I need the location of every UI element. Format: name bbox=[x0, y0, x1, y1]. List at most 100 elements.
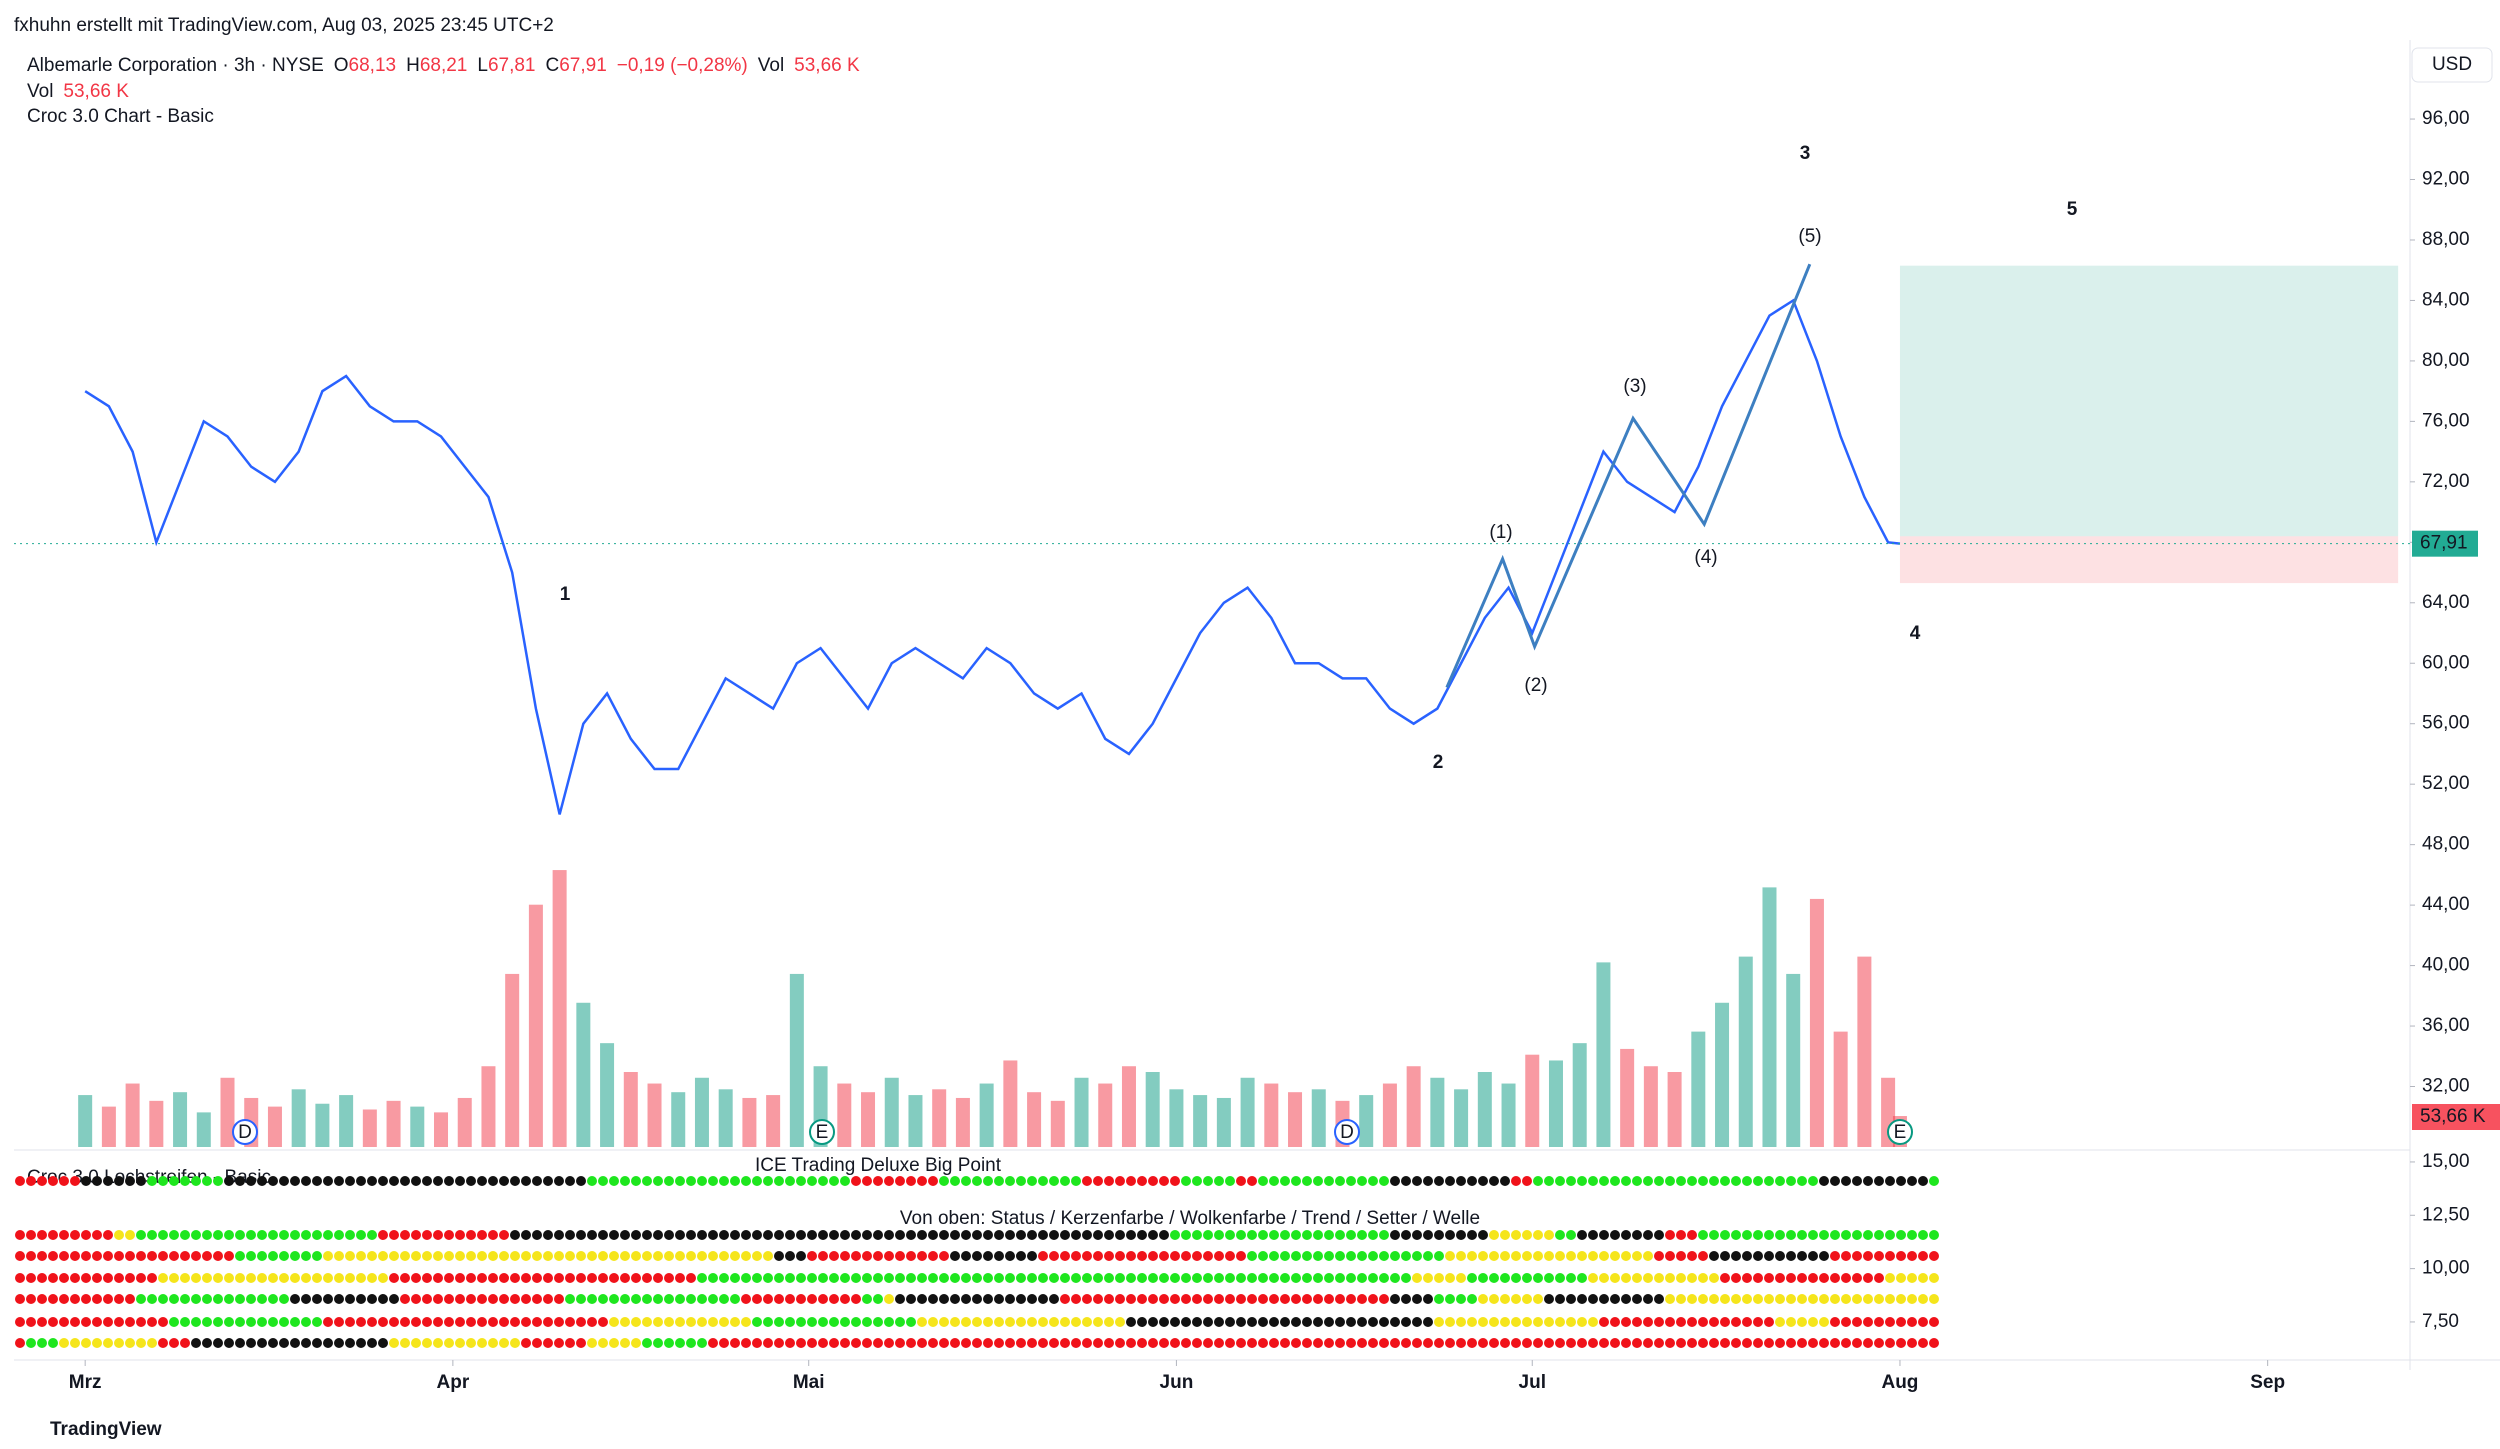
indicator-dot bbox=[1698, 1338, 1708, 1348]
indicator-dot bbox=[345, 1338, 355, 1348]
indicator-dot bbox=[1346, 1251, 1356, 1261]
indicator-dot bbox=[565, 1251, 575, 1261]
indicator-dot bbox=[763, 1273, 773, 1283]
currency[interactable]: USD bbox=[2432, 54, 2472, 75]
indicator-dot bbox=[169, 1273, 179, 1283]
wave-label: (4) bbox=[1694, 547, 1717, 568]
indicator-dot bbox=[1181, 1338, 1191, 1348]
indicator-dot bbox=[1214, 1317, 1224, 1327]
indicator-dot bbox=[400, 1230, 410, 1240]
indicator-dot bbox=[1280, 1338, 1290, 1348]
indicator-dot bbox=[1720, 1176, 1730, 1186]
indicator-dot bbox=[1115, 1317, 1125, 1327]
indicator-dot bbox=[917, 1176, 927, 1186]
indicator-dot bbox=[1335, 1294, 1345, 1304]
indicator-dot bbox=[499, 1176, 509, 1186]
indicator-dot bbox=[1577, 1273, 1587, 1283]
indicator-dot bbox=[367, 1294, 377, 1304]
indicator-dot bbox=[1005, 1273, 1015, 1283]
indicator-dot bbox=[653, 1294, 663, 1304]
indicator-dot bbox=[444, 1176, 454, 1186]
volume-bar bbox=[1548, 1060, 1563, 1147]
indicator-dot bbox=[939, 1273, 949, 1283]
indicator-dot bbox=[543, 1273, 553, 1283]
indicator-dot bbox=[1610, 1230, 1620, 1240]
volume-bar bbox=[576, 1002, 591, 1147]
indicator-dot bbox=[180, 1338, 190, 1348]
indicator-dot bbox=[752, 1251, 762, 1261]
indicator-dot bbox=[26, 1338, 36, 1348]
indicator-dot bbox=[1423, 1273, 1433, 1283]
target-zone bbox=[1899, 265, 2399, 537]
indicator-dot bbox=[1390, 1230, 1400, 1240]
indicator-dot bbox=[1577, 1317, 1587, 1327]
indicator-dot bbox=[1170, 1176, 1180, 1186]
indicator-dot bbox=[246, 1273, 256, 1283]
indicator-dot bbox=[1687, 1230, 1697, 1240]
indicator-dot bbox=[1874, 1273, 1884, 1283]
volume-bar bbox=[932, 1089, 947, 1147]
indicator-dot bbox=[180, 1317, 190, 1327]
indicator-dot bbox=[1907, 1338, 1917, 1348]
indicator-dot bbox=[1313, 1338, 1323, 1348]
indicator-dot bbox=[1258, 1338, 1268, 1348]
indicator-dot bbox=[1434, 1176, 1444, 1186]
indicator-dot bbox=[411, 1176, 421, 1186]
volume-bar bbox=[1406, 1066, 1421, 1147]
indicator-dot bbox=[1775, 1294, 1785, 1304]
y-tick-label: 76,00 bbox=[2422, 410, 2470, 431]
indicator-dot bbox=[257, 1251, 267, 1261]
y-tick-label: 88,00 bbox=[2422, 229, 2470, 250]
indicator-dot bbox=[466, 1230, 476, 1240]
x-tick-label: Jun bbox=[1160, 1372, 1194, 1393]
indicator-dot bbox=[466, 1294, 476, 1304]
indicator-dot bbox=[928, 1338, 938, 1348]
indicator-dot bbox=[1181, 1273, 1191, 1283]
indicator-dot bbox=[1104, 1230, 1114, 1240]
indicator-dot bbox=[191, 1294, 201, 1304]
indicator-dot bbox=[1907, 1251, 1917, 1261]
indicator-dot bbox=[169, 1230, 179, 1240]
indicator-dot bbox=[345, 1251, 355, 1261]
indicator-dot bbox=[1863, 1338, 1873, 1348]
indicator-dot bbox=[554, 1176, 564, 1186]
indicator-dot bbox=[1192, 1273, 1202, 1283]
indicator-dot bbox=[609, 1294, 619, 1304]
indicator-dot bbox=[1236, 1317, 1246, 1327]
indicator-dot bbox=[1533, 1230, 1543, 1240]
indicator-dot bbox=[213, 1251, 223, 1261]
volume-bar bbox=[505, 973, 520, 1147]
indicator-dot bbox=[114, 1273, 124, 1283]
indicator-dot bbox=[1071, 1294, 1081, 1304]
indicator-dot bbox=[301, 1273, 311, 1283]
indicator-dot bbox=[103, 1294, 113, 1304]
indicator-dot bbox=[422, 1176, 432, 1186]
indicator-dot bbox=[1709, 1294, 1719, 1304]
indicator-dot bbox=[37, 1230, 47, 1240]
indicator-dot bbox=[1445, 1251, 1455, 1261]
indicator-dot bbox=[554, 1317, 564, 1327]
indicator-dot bbox=[1456, 1317, 1466, 1327]
indicator-dot bbox=[433, 1338, 443, 1348]
indicator-dot bbox=[675, 1317, 685, 1327]
indicator-dot bbox=[1808, 1273, 1818, 1283]
indicator-dot bbox=[26, 1273, 36, 1283]
indicator-dot bbox=[972, 1317, 982, 1327]
indicator-dot bbox=[873, 1251, 883, 1261]
currency-box[interactable] bbox=[2411, 47, 2493, 83]
indicator-dot bbox=[1082, 1176, 1092, 1186]
indicator-dot bbox=[1456, 1230, 1466, 1240]
indicator-dot bbox=[15, 1273, 25, 1283]
indicator-dot bbox=[1346, 1317, 1356, 1327]
indicator-dot bbox=[631, 1294, 641, 1304]
indicator-dot bbox=[301, 1294, 311, 1304]
indicator-dot bbox=[1764, 1273, 1774, 1283]
indicator-dot bbox=[1324, 1273, 1334, 1283]
indicator-dot bbox=[521, 1317, 531, 1327]
indicator-dot bbox=[1313, 1176, 1323, 1186]
indicator-dot bbox=[356, 1230, 366, 1240]
indicator-dot bbox=[1764, 1338, 1774, 1348]
indicator-dot bbox=[664, 1176, 674, 1186]
indicator-dot bbox=[1027, 1294, 1037, 1304]
indicator-row bbox=[15, 1176, 1939, 1186]
